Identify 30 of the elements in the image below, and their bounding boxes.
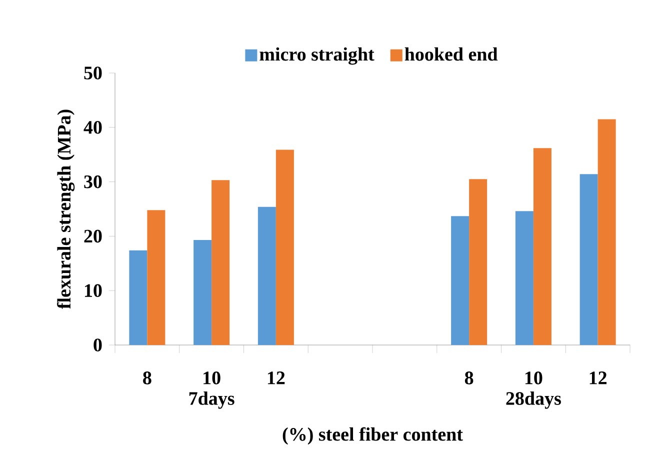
legend-label: hooked end	[404, 47, 498, 61]
bar	[147, 210, 166, 345]
text: 28days	[506, 392, 561, 409]
y-tick-label: 10	[84, 284, 102, 298]
bar	[194, 240, 212, 345]
legend-label: micro straight	[260, 47, 374, 65]
y-axis-title: flexurale strength (MPa)	[57, 110, 75, 309]
x-tick-label: 10	[204, 372, 220, 384]
y-tick-label: 40	[84, 120, 102, 134]
y-tick-label: 20	[84, 230, 102, 243]
bar	[598, 119, 616, 345]
x-axis-title: (%) steel fiber content	[282, 427, 463, 445]
bar	[451, 216, 470, 345]
bar	[276, 150, 294, 345]
bar	[580, 174, 598, 345]
x-tick-label: 12	[268, 372, 285, 384]
bar	[533, 148, 552, 345]
x-tick-label: 8	[143, 372, 152, 384]
x-tick-label: 10	[525, 372, 542, 384]
y-tick-label: 50	[84, 66, 102, 80]
bar	[515, 211, 534, 345]
y-tick-label: 30	[84, 175, 102, 188]
x-tick-label: 12	[590, 372, 607, 384]
bar	[129, 250, 148, 345]
bar	[469, 179, 488, 345]
y-tick-label: 0	[94, 338, 102, 352]
bar	[212, 180, 230, 345]
bar	[258, 206, 276, 345]
text: 7days	[189, 392, 234, 409]
x-tick-label: 8	[464, 372, 474, 384]
